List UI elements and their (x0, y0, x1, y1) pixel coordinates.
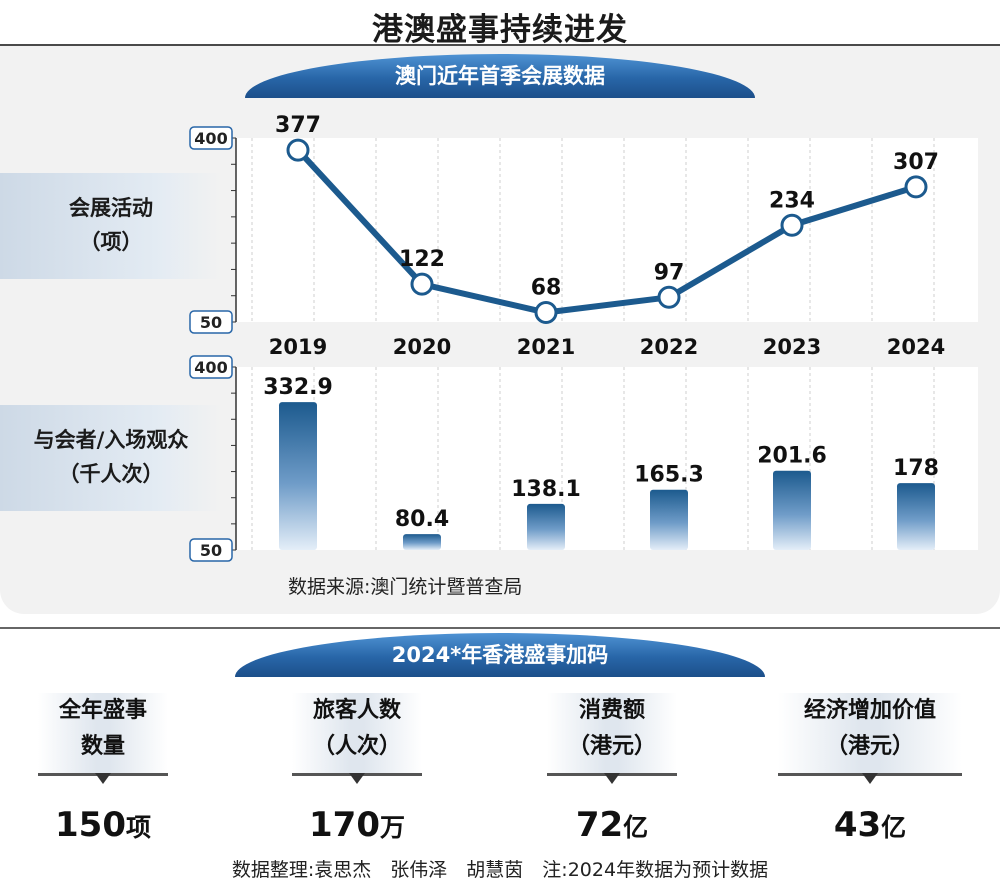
stat-unit: 亿 (623, 813, 649, 842)
visitors-bar-2022 (650, 489, 688, 550)
footer-credits: 数据整理:袁思杰 张伟泽 胡慧茵 注:2024年数据为预计数据 (231, 859, 769, 881)
visitors-bar-2019 (279, 402, 317, 550)
events-tick-box (189, 126, 233, 150)
stat-number: 43 (833, 805, 882, 845)
events-plot-area (236, 138, 978, 322)
visitors-label-line1: 与会者/入场观众 (33, 428, 189, 452)
events-tick-box (189, 310, 233, 334)
stat-value-event-count: 150项 (38, 805, 168, 845)
stat-value-visitors: 170万 (292, 805, 422, 845)
stat-value-value-added: 43亿 (778, 805, 962, 845)
visitors-label-line2: （千人次） (58, 462, 164, 486)
stat-label-line2: （港元） (825, 734, 914, 759)
stat-label-line2: （人次） (312, 734, 401, 759)
x-tick-label-2023: 2023 (763, 335, 821, 359)
events-series-line (295, 148, 917, 316)
stat-unit: 亿 (881, 813, 907, 842)
stat-box-value-added: 经济增加价值 （港元） (778, 693, 962, 776)
hk-section-ribbon: 2024*年香港盛事加码 (235, 633, 765, 677)
stat-label-line1: 消费额 (578, 698, 645, 723)
stat-label-line2: 数量 (80, 734, 125, 759)
stat-label-line2: （港元） (567, 734, 656, 759)
stat-box-visitors: 旅客人数 （人次） (292, 693, 422, 776)
stat-box-spending: 消费额 （港元） (547, 693, 677, 776)
x-tick-label-2021: 2021 (517, 335, 575, 359)
events-value-label: 307 (893, 150, 939, 175)
visitors-tick-box (189, 355, 233, 379)
arrow-down-icon (862, 773, 878, 784)
visitors-value-label: 165.3 (634, 463, 704, 488)
page-title: 港澳盛事持续进发 (372, 12, 628, 48)
visitors-value-label: 332.9 (263, 375, 333, 400)
events-label-line2: （项） (79, 230, 143, 254)
x-tick-label-2024: 2024 (887, 335, 945, 359)
visitors-axis-label: 与会者/入场观众 （千人次） (0, 405, 222, 511)
x-tick-label-2019: 2019 (269, 335, 327, 359)
events-point-2024 (904, 175, 928, 199)
title-divider (0, 44, 1000, 46)
events-value-label: 377 (275, 113, 321, 138)
events-axis-label: 会展活动 （项） (0, 173, 222, 279)
visitors-value-label: 201.6 (757, 444, 827, 469)
visitors-bar-2024 (897, 483, 935, 550)
events-line-chart: 400 50 377 122 68 97 234 307 2019 2020 2021 2022 202… (189, 113, 978, 562)
events-tick-label: 50 (200, 313, 222, 332)
stat-box-event-count: 全年盛事 数量 (38, 693, 168, 776)
events-point-2020 (410, 272, 434, 296)
visitors-value-label: 138.1 (511, 477, 581, 502)
events-point-2023 (780, 213, 804, 237)
stat-number: 150 (55, 805, 126, 845)
events-label-line1: 会展活动 (69, 196, 153, 220)
stat-number: 72 (575, 805, 624, 845)
stat-number: 170 (309, 805, 380, 845)
events-value-label: 97 (654, 260, 685, 285)
events-point-2019 (286, 138, 310, 162)
stat-unit: 万 (379, 813, 405, 842)
events-value-label: 68 (531, 276, 562, 301)
stat-label-line1: 旅客人数 (312, 698, 401, 723)
x-tick-label-2020: 2020 (393, 335, 451, 359)
arrow-down-icon (95, 773, 111, 784)
stat-unit: 项 (125, 813, 151, 842)
section-divider (0, 627, 1000, 629)
events-value-label: 234 (769, 188, 815, 213)
stat-label-line1: 经济增加价值 (803, 698, 936, 723)
stat-value-spending: 72亿 (547, 805, 677, 845)
events-point-2022 (657, 285, 681, 309)
visitors-value-label: 80.4 (395, 507, 449, 532)
visitors-tick-box (189, 538, 233, 562)
visitors-bar-2020 (403, 534, 441, 550)
visitors-plot-area (236, 367, 978, 550)
data-source-note: 数据来源:澳门统计暨普查局 (288, 576, 523, 598)
visitors-tick-label: 50 (200, 541, 222, 560)
events-value-label: 122 (399, 247, 445, 272)
visitors-value-label: 178 (893, 456, 939, 481)
events-tick-label: 400 (194, 129, 227, 148)
arrow-down-icon (604, 773, 620, 784)
visitors-tick-label: 400 (194, 358, 227, 377)
visitors-bar-2023 (773, 470, 811, 550)
stat-label-line1: 全年盛事 (58, 698, 147, 723)
visitors-bar-2021 (527, 503, 565, 550)
arrow-down-icon (349, 773, 365, 784)
x-tick-label-2022: 2022 (640, 335, 698, 359)
events-point-2021 (534, 301, 558, 325)
